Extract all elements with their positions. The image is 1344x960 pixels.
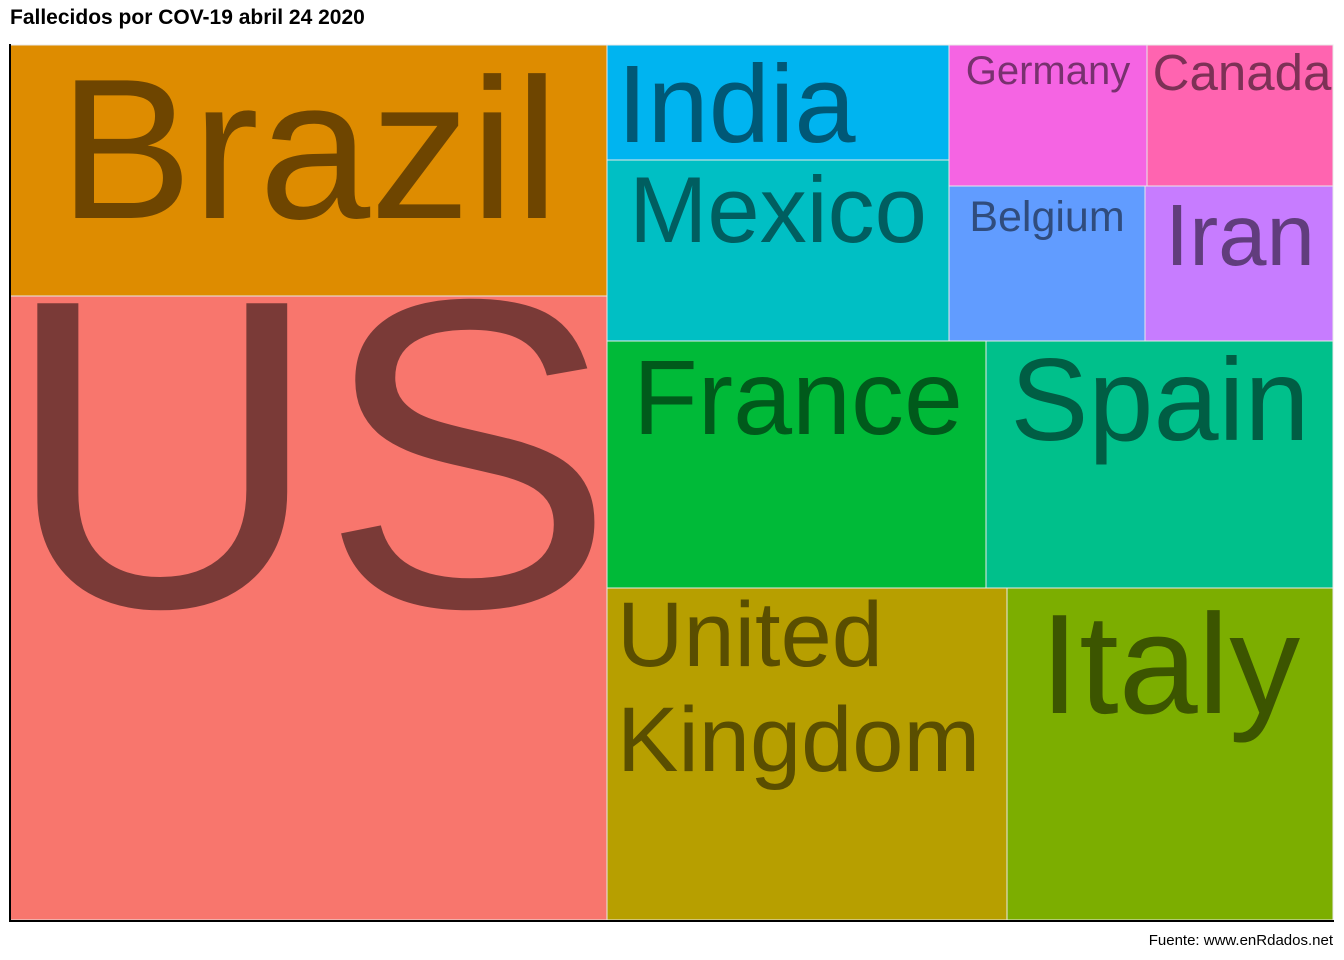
tile-canada: Canada — [1146, 44, 1334, 187]
source-caption: Fuente: www.enRdados.net — [1148, 932, 1333, 949]
tile-germany: Germany — [948, 44, 1148, 187]
tile-label-india: India — [617, 43, 856, 166]
tile-rect-canada — [1146, 44, 1334, 187]
tile-iran: Iran — [1144, 185, 1334, 342]
tile-india: India — [606, 43, 950, 166]
tile-rect-iran — [1144, 185, 1334, 342]
tile-rect-united-kingdom — [606, 587, 1008, 921]
chart-title: Fallecidos por COV-19 abril 24 2020 — [10, 6, 365, 29]
tile-label-mexico: Mexico — [629, 157, 927, 262]
tile-label-iran: Iran — [1165, 187, 1315, 284]
tile-france: France — [606, 339, 987, 589]
tile-rect-spain — [985, 340, 1334, 589]
tile-label-italy: Italy — [1040, 585, 1300, 744]
tile-label-canada: Canada — [1153, 44, 1332, 101]
tile-label-belgium: Belgium — [969, 193, 1124, 241]
tile-rect-germany — [948, 44, 1148, 187]
tile-rect-india — [606, 44, 950, 161]
tile-label-brazil: Brazil — [59, 38, 559, 261]
tile-mexico: Mexico — [606, 157, 950, 342]
tile-label-united-kingdom: United Kingdom — [617, 584, 980, 791]
tile-rect-italy — [1006, 587, 1334, 921]
tile-belgium: Belgium — [948, 185, 1146, 342]
tile-label-france: France — [633, 339, 963, 457]
tile-rect-france — [606, 340, 987, 589]
tile-rect-belgium — [948, 185, 1146, 342]
tile-label-spain: Spain — [1010, 334, 1309, 465]
tile-rect-mexico — [606, 159, 950, 342]
tile-spain: Spain — [985, 334, 1334, 589]
tile-label-germany: Germany — [966, 49, 1131, 93]
tile-us: US — [3, 209, 615, 921]
tile-united-kingdom: United Kingdom — [606, 584, 1008, 921]
tile-italy: Italy — [1006, 585, 1334, 921]
tile-brazil: Brazil — [9, 38, 608, 297]
